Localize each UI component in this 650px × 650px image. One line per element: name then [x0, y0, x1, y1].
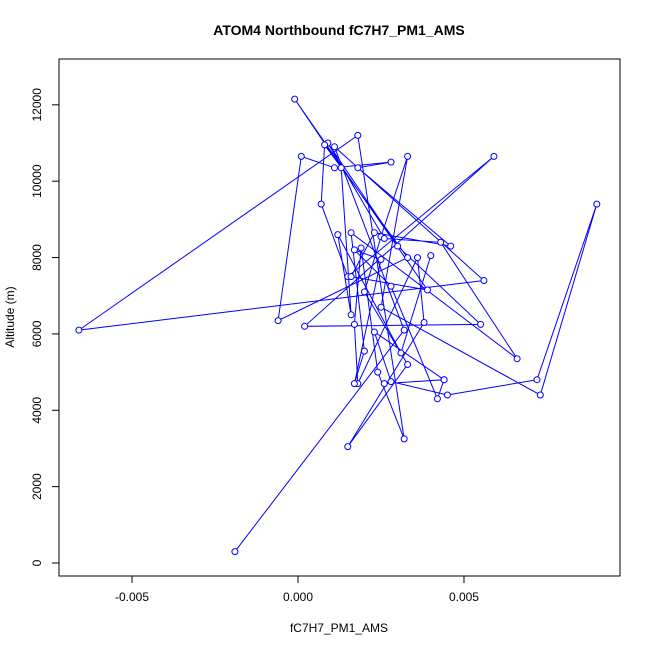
- data-point: [433, 395, 441, 403]
- plot-frame: [58, 58, 621, 577]
- data-point: [404, 361, 412, 368]
- data-point: [331, 164, 338, 172]
- data-point: [424, 286, 431, 294]
- data-point: [394, 242, 402, 250]
- data-point: [404, 152, 412, 160]
- x-axis-label: fC7H7_PM1_AMS: [290, 621, 388, 635]
- data-point: [347, 311, 355, 319]
- y-axis-label: Altitude (m): [3, 286, 17, 347]
- data-point: [380, 380, 388, 388]
- y-axis: 0 2000 4000 6000 8000 10000 12000: [30, 88, 60, 566]
- y-tick-label: 4000: [30, 397, 44, 424]
- data-point: [387, 158, 395, 166]
- y-tick-label: 8000: [30, 244, 44, 271]
- data-point: [387, 378, 395, 386]
- data-point: [274, 317, 282, 325]
- data-point: [477, 320, 485, 328]
- data-point: [291, 95, 299, 103]
- data-point: [354, 164, 362, 172]
- data-point: [593, 200, 601, 208]
- data-point: [404, 254, 412, 262]
- y-tick-label: 2000: [30, 473, 44, 500]
- data-point: [513, 355, 521, 363]
- data-point: [447, 242, 455, 250]
- data-point: [297, 152, 305, 160]
- data-point: [321, 141, 329, 149]
- data-point: [380, 235, 388, 242]
- data-point: [350, 320, 358, 328]
- data-point: [377, 256, 385, 263]
- data-point: [400, 435, 408, 443]
- data-point: [397, 349, 405, 357]
- x-tick-label: 0.005: [449, 590, 479, 604]
- data-point: [337, 164, 345, 172]
- data-point: [443, 391, 451, 399]
- y-tick-label: 6000: [30, 320, 44, 347]
- data-point: [331, 143, 338, 151]
- x-tick-label: 0.000: [283, 590, 313, 604]
- data-point: [231, 548, 239, 556]
- data-point: [317, 200, 325, 208]
- data-point: [344, 443, 352, 451]
- data-point: [536, 391, 544, 399]
- data-point: [480, 277, 488, 284]
- data-point: [440, 376, 448, 384]
- data-point: [347, 273, 355, 281]
- data-point: [370, 328, 378, 336]
- data-point: [377, 303, 385, 311]
- y-tick-label: 12000: [30, 88, 44, 122]
- data-point: [334, 231, 342, 239]
- chart-title: ATOM4 Northbound fC7H7_PM1_AMS: [213, 22, 465, 38]
- data-point: [420, 319, 428, 326]
- data-point: [360, 347, 368, 355]
- data-point: [374, 368, 382, 376]
- plot-area: [75, 95, 601, 556]
- y-tick-label: 10000: [30, 164, 44, 198]
- data-point: [350, 380, 358, 388]
- data-point: [427, 252, 435, 260]
- data-point: [387, 282, 395, 290]
- data-point: [357, 244, 365, 252]
- series-line: [78, 98, 598, 552]
- data-point: [360, 288, 368, 296]
- y-tick-label: 0: [30, 559, 44, 566]
- data-point: [370, 229, 378, 237]
- data-point: [414, 254, 421, 262]
- data-point: [301, 322, 309, 330]
- data-point: [533, 376, 541, 384]
- x-axis: -0.005 0.000 0.005: [115, 575, 479, 604]
- x-tick-label: -0.005: [115, 590, 149, 604]
- data-point: [75, 326, 83, 334]
- data-point: [400, 326, 408, 334]
- data-point: [437, 238, 445, 246]
- data-point: [490, 152, 498, 160]
- data-point: [350, 246, 358, 254]
- data-point: [354, 131, 362, 139]
- data-point: [347, 229, 355, 237]
